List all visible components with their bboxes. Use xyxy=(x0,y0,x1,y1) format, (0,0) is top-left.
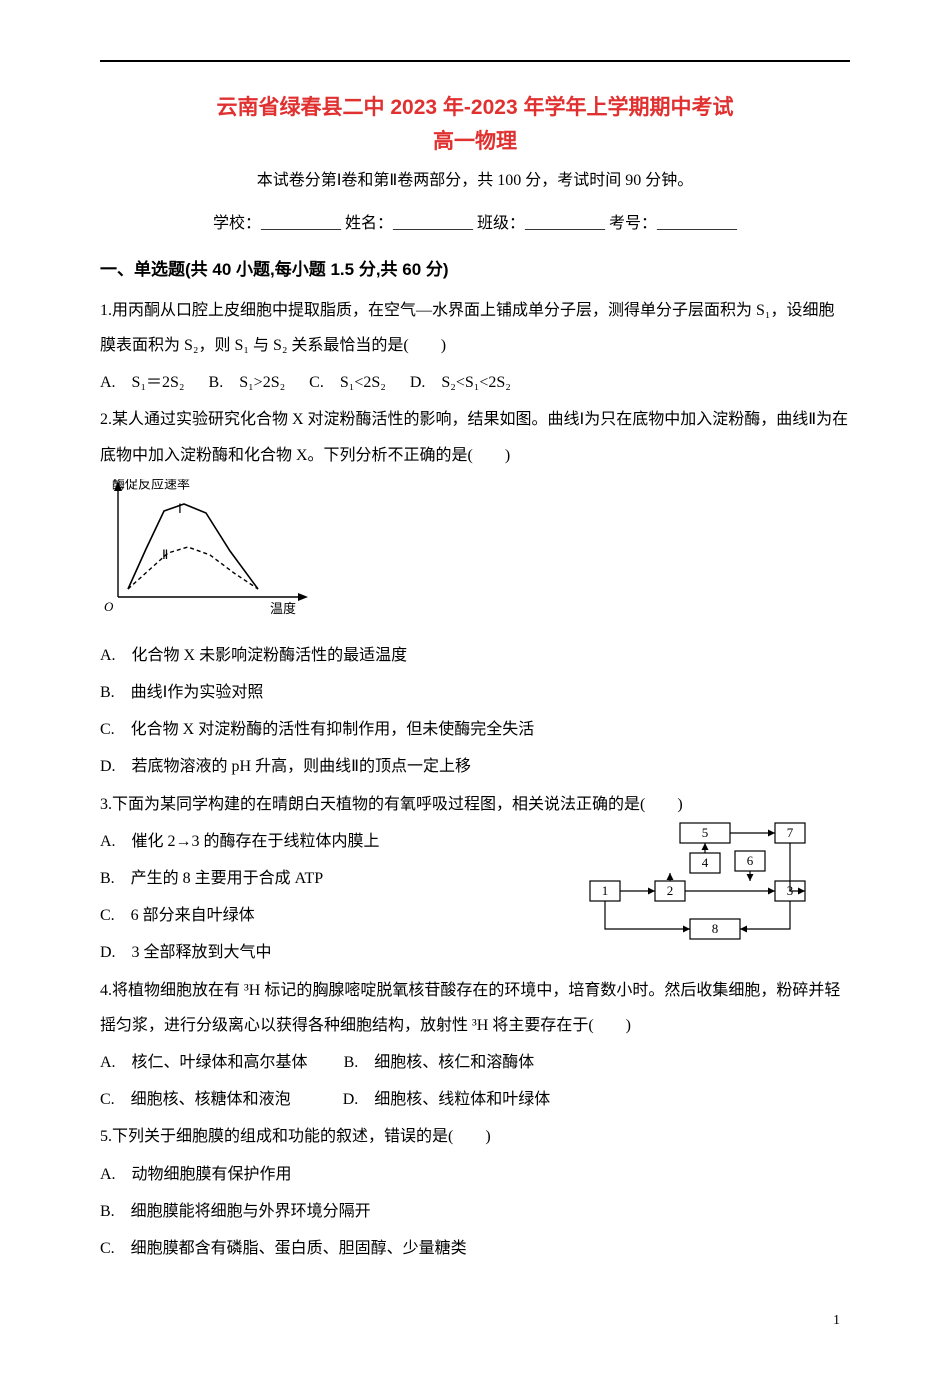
svg-text:O: O xyxy=(104,599,114,614)
svg-text:6: 6 xyxy=(747,853,754,868)
q2-opt-d: D. 若底物溶液的 pH 升高，则曲线Ⅱ的顶点一定上移 xyxy=(100,749,850,784)
q4-opt-a: A. 核仁、叶绿体和高尔基体 xyxy=(100,1054,308,1071)
exam-info: 本试卷分第Ⅰ卷和第Ⅱ卷两部分，共 100 分，考试时间 90 分钟。 xyxy=(100,163,850,198)
exam-title-main: 云南省绿春县二中 2023 年-2023 年学年上学期期中考试 xyxy=(100,92,850,124)
school-label: 学校： xyxy=(213,215,261,232)
q2-opt-b: B. 曲线Ⅰ作为实验对照 xyxy=(100,675,850,710)
q5-stem: 5.下列关于细胞膜的组成和功能的叙述，错误的是( ) xyxy=(100,1119,850,1154)
student-info-line: 学校：__________ 姓名：__________ 班级：_________… xyxy=(100,206,850,241)
section-1-header: 一、单选题(共 40 小题,每小题 1.5 分,共 60 分) xyxy=(100,251,850,288)
q2-stem: 2.某人通过实验研究化合物 X 对淀粉酶活性的影响，结果如图。曲线Ⅰ为只在底物中… xyxy=(100,402,850,472)
q4-options-row2: C. 细胞核、核糖体和液泡 D. 细胞核、线粒体和叶绿体 xyxy=(100,1082,850,1117)
school-blank: __________ xyxy=(261,215,341,232)
q5-opt-c: C. 细胞膜都含有磷脂、蛋白质、胆固醇、少量糖类 xyxy=(100,1231,850,1266)
name-blank: __________ xyxy=(393,215,473,232)
svg-text:4: 4 xyxy=(702,855,709,870)
q2-chart: 酶促反应速率温度 O Ⅰ Ⅱ xyxy=(100,479,850,632)
q3-diagram-svg: 12345678 xyxy=(580,821,820,951)
q3-diagram: 12345678 xyxy=(580,821,820,964)
svg-text:Ⅰ: Ⅰ xyxy=(178,501,182,516)
svg-text:1: 1 xyxy=(602,883,609,898)
svg-text:2: 2 xyxy=(667,883,674,898)
q1-options: A. S₁＝2S₂ B. S₁>2S₂ C. S₁<2S₂ D. S₂<S₁<2… xyxy=(100,365,850,400)
examno-label: 考号： xyxy=(609,215,657,232)
q3-stem: 3.下面为某同学构建的在晴朗白天植物的有氧呼吸过程图，相关说法正确的是( ) xyxy=(100,787,850,822)
svg-text:8: 8 xyxy=(712,921,719,936)
q1-opt-b: B. S₁>2S₂ xyxy=(209,374,286,391)
q4-options-row1: A. 核仁、叶绿体和高尔基体 B. 细胞核、核仁和溶酶体 xyxy=(100,1045,850,1080)
q1-stem: 1.用丙酮从口腔上皮细胞中提取脂质，在空气—水界面上铺成单分子层，测得单分子层面… xyxy=(100,293,850,363)
class-label: 班级： xyxy=(477,215,525,232)
name-label: 姓名： xyxy=(345,215,393,232)
q1-opt-d: D. S₂<S₁<2S₂ xyxy=(410,374,511,391)
q1-opt-a: A. S₁＝2S₂ xyxy=(100,374,185,391)
q2-chart-svg: 酶促反应速率温度 O Ⅰ Ⅱ xyxy=(100,479,310,619)
q5-opt-a: A. 动物细胞膜有保护作用 xyxy=(100,1157,850,1192)
class-blank: __________ xyxy=(525,215,605,232)
q4-opt-c: C. 细胞核、核糖体和液泡 xyxy=(100,1091,291,1108)
q2-opt-c: C. 化合物 X 对淀粉酶的活性有抑制作用，但未使酶完全失活 xyxy=(100,712,850,747)
q3-block: 3.下面为某同学构建的在晴朗白天植物的有氧呼吸过程图，相关说法正确的是( ) A… xyxy=(100,787,850,971)
q5-opt-b: B. 细胞膜能将细胞与外界环境分隔开 xyxy=(100,1194,850,1229)
q1-opt-c: C. S₁<2S₂ xyxy=(309,374,386,391)
q4-stem: 4.将植物细胞放在有 ³H 标记的胸腺嘧啶脱氧核苷酸存在的环境中，培育数小时。然… xyxy=(100,973,850,1043)
svg-text:酶促反应速率: 酶促反应速率 xyxy=(112,479,190,492)
examno-blank: __________ xyxy=(657,215,737,232)
q4-opt-d: D. 细胞核、线粒体和叶绿体 xyxy=(343,1091,551,1108)
header-rule xyxy=(100,60,850,62)
svg-text:5: 5 xyxy=(702,825,709,840)
svg-text:Ⅱ: Ⅱ xyxy=(162,547,168,562)
svg-text:温度: 温度 xyxy=(270,601,296,616)
q2-opt-a: A. 化合物 X 未影响淀粉酶活性的最适温度 xyxy=(100,638,850,673)
svg-text:7: 7 xyxy=(787,825,794,840)
page-number: 1 xyxy=(100,1306,850,1337)
exam-title-sub: 高一物理 xyxy=(100,126,850,158)
q4-opt-b: B. 细胞核、核仁和溶酶体 xyxy=(344,1054,535,1071)
